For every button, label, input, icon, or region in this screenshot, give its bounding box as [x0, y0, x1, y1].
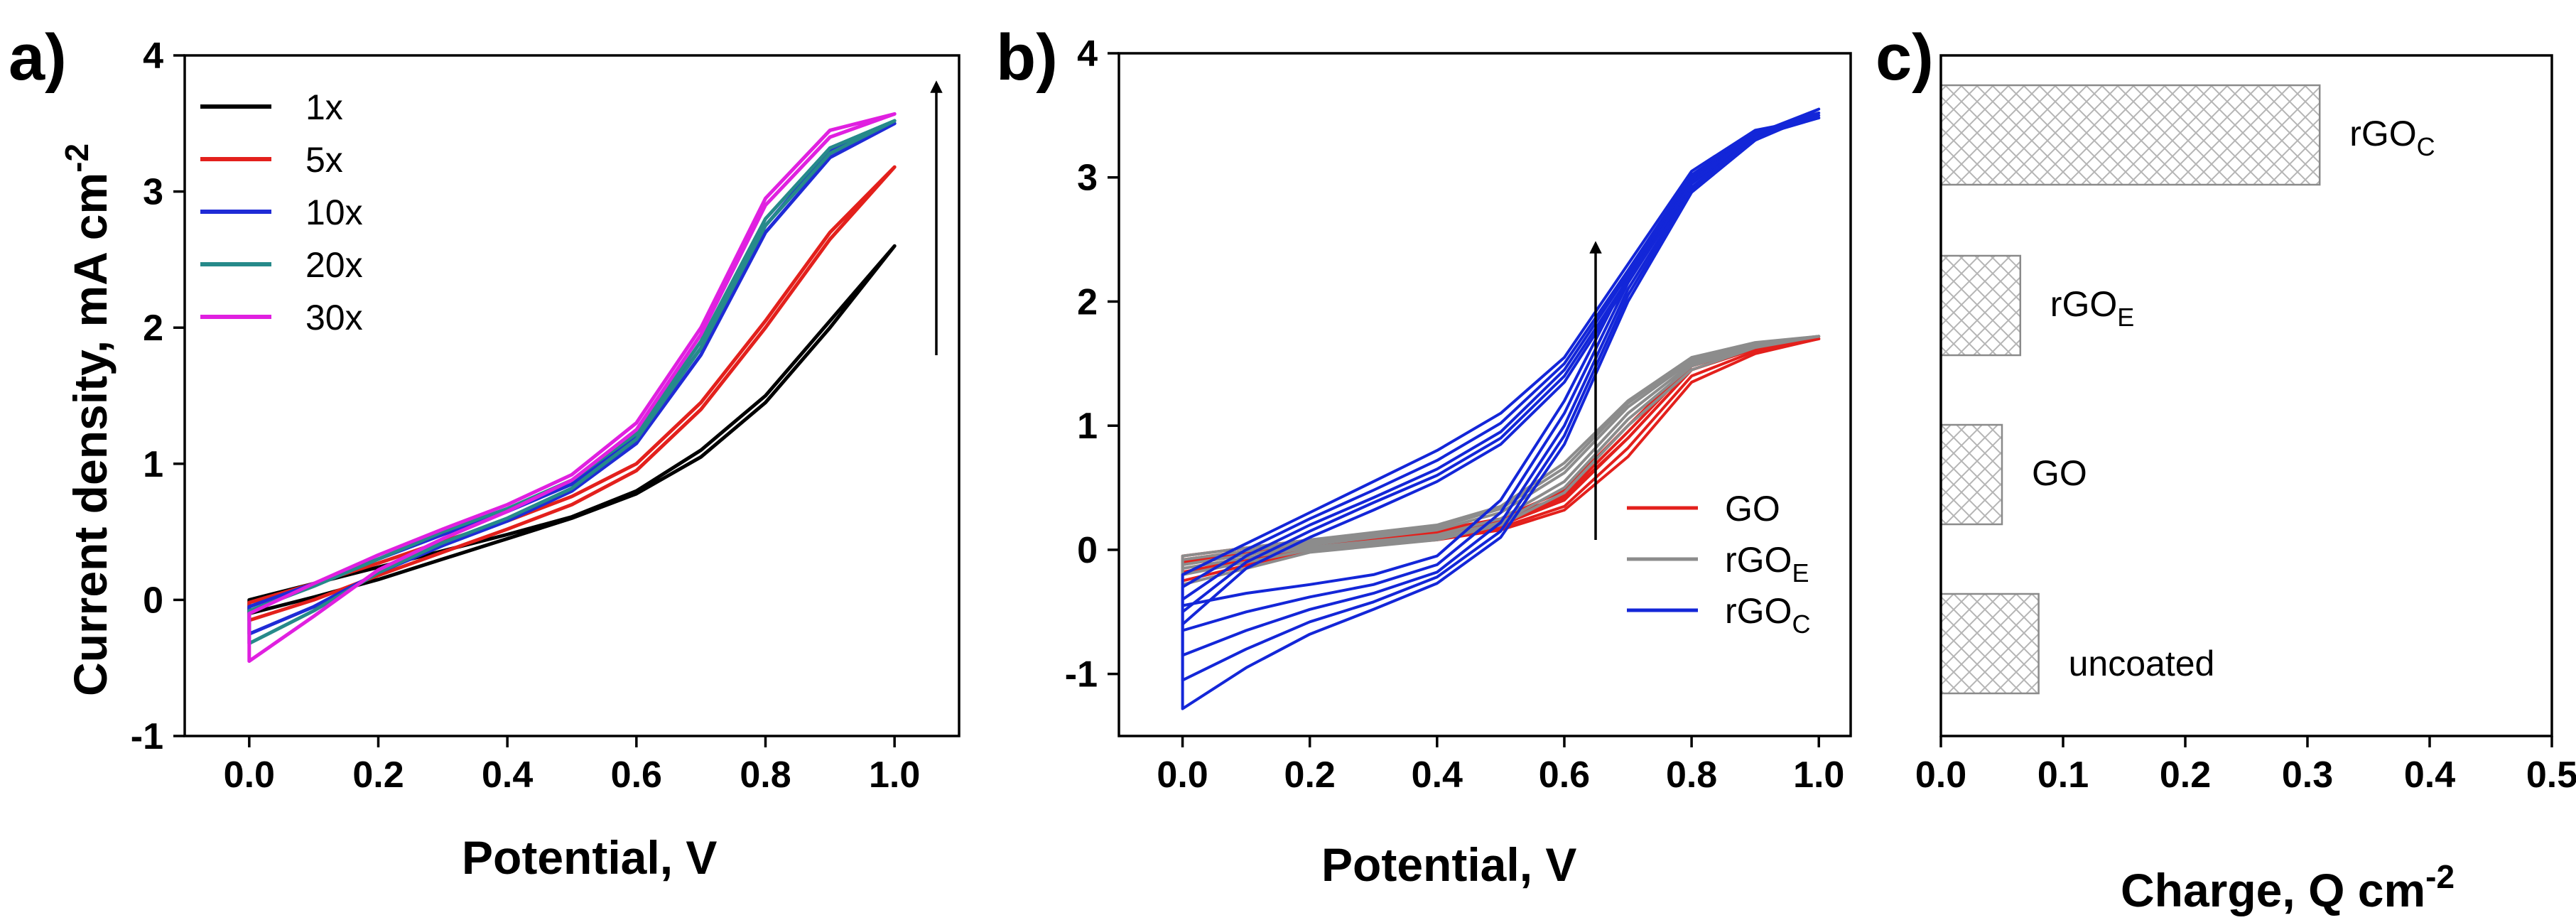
- panel-b-xtick-label: 0.2: [1284, 754, 1336, 796]
- panel-a-ytick-label: 1: [143, 444, 163, 485]
- panel-a-ylabel-sup: -2: [58, 144, 95, 173]
- panel-a-x-axis: 0.0 0.2 0.4 0.6 0.8 1.0: [224, 736, 920, 796]
- panel-a-ytick-label: 3: [143, 172, 163, 213]
- panel-b-xtick-label: 1.0: [1793, 754, 1844, 796]
- panel-b-xtick-label: 0.0: [1157, 754, 1208, 796]
- panel-c-xlabel-main: Charge, Q cm: [2121, 864, 2425, 916]
- panel-b-curves: [1181, 107, 1821, 710]
- panel-c-bars: rGOC rGOE GO uncoated: [1939, 84, 2435, 695]
- panel-a-frame: [183, 54, 960, 737]
- panel-c-xlabel: Charge, Q cm-2: [2121, 858, 2455, 916]
- panel-b-ytick-label: 2: [1077, 281, 1098, 323]
- panel-a-legend-label-5x: 5x: [305, 140, 343, 180]
- panel-a-series-20x: [247, 119, 897, 646]
- panel-c-xtick-label: 0.4: [2404, 754, 2455, 796]
- panel-a-xtick-label: 0.0: [224, 754, 275, 796]
- panel-a-series-5x: [247, 165, 897, 622]
- panel-b-rGOC-cycle-4: [1181, 111, 1821, 682]
- panel-b-legend-label-rGOE: rGOE: [1725, 540, 1809, 588]
- panel-c-x-axis: 0.0 0.1 0.2 0.3 0.4 0.5: [1915, 736, 2576, 796]
- panel-c-xtick-label: 0.0: [1915, 754, 1966, 796]
- panel-a-xtick-label: 1.0: [869, 754, 920, 796]
- panel-c-bar-label-rGOC: rGOC: [2349, 114, 2435, 161]
- panel-c-frame: [1939, 54, 2553, 737]
- panel-a: a) -1 0 1 2 3 4 0.0 0.2 0.4 0.6 0.8 1.0 1x 5x 10x 20x…: [9, 21, 960, 884]
- panel-c-xtick-label: 0.2: [2160, 754, 2211, 796]
- panel-b-ytick-label: 0: [1077, 530, 1098, 571]
- panel-c-bar-label-uncoated: uncoated: [2069, 644, 2215, 683]
- panel-a-label: a): [9, 21, 67, 94]
- panel-a-xtick-label: 0.8: [740, 754, 791, 796]
- panel-b-frame: [1117, 52, 1852, 737]
- panel-a-ytick-label: 0: [143, 580, 163, 621]
- panel-a-xlabel: Potential, V: [462, 831, 717, 884]
- panel-a-legend: 1x 5x 10x 20x 30x: [200, 87, 363, 337]
- panel-b-xtick-label: 0.8: [1666, 754, 1717, 796]
- panel-b-ytick-label: 4: [1077, 33, 1098, 75]
- panel-c: c) rGOC rGOE GO uncoated 0.0 0.1 0.2 0.3 0.4 0.5…: [1876, 21, 2576, 916]
- panel-a-ylabel-main: Current density, mA cm: [64, 173, 117, 696]
- panel-c-xtick-label: 0.3: [2282, 754, 2333, 796]
- panel-a-legend-label-1x: 1x: [305, 87, 343, 127]
- panel-a-curves: [247, 112, 897, 664]
- panel-a-legend-label-20x: 20x: [305, 245, 363, 285]
- panel-a-xtick-label: 0.2: [352, 754, 404, 796]
- panel-c-xtick-label: 0.1: [2037, 754, 2089, 796]
- panel-a-ylabel: Current density, mA cm-2: [58, 144, 117, 696]
- panel-b-rGOC-cycle-5: [1181, 107, 1821, 710]
- panel-c-label: c): [1876, 21, 1934, 94]
- panel-a-xtick-label: 0.6: [611, 754, 662, 796]
- panel-a-xtick-label: 0.4: [482, 754, 533, 796]
- panel-a-legend-label-30x: 30x: [305, 298, 363, 337]
- panel-b-y-axis: -1 0 1 2 3 4: [1065, 33, 1119, 696]
- panel-b-rGOE-cycle-3: [1181, 335, 1821, 586]
- panel-a-series-30x: [247, 112, 897, 664]
- panel-b-ytick-label: 1: [1077, 406, 1098, 447]
- panel-b-ytick-label: -1: [1065, 654, 1098, 696]
- panel-b-legend-label-GO: GO: [1725, 489, 1780, 529]
- panel-a-y-axis: -1 0 1 2 3 4: [131, 36, 185, 757]
- panel-c-xlabel-sup: -2: [2425, 858, 2455, 895]
- panel-a-ytick-label: 2: [143, 308, 163, 349]
- panel-c-xtick-label: 0.5: [2526, 754, 2576, 796]
- panel-a-ytick-label: -1: [131, 716, 163, 757]
- panel-a-legend-label-10x: 10x: [305, 193, 363, 232]
- panel-b-ytick-label: 3: [1077, 158, 1098, 199]
- panel-c-bar-GO: [1939, 423, 2003, 526]
- panel-c-bar-label-rGOE: rGOE: [2050, 284, 2134, 332]
- panel-b-legend-label-rGOC: rGOC: [1725, 591, 1810, 639]
- panel-b-xlabel: Potential, V: [1321, 838, 1576, 891]
- panel-b-label: b): [996, 21, 1058, 94]
- panel-b-xtick-label: 0.4: [1412, 754, 1463, 796]
- panel-c-bar-rGOE: [1939, 254, 2022, 357]
- panel-b-rGOC-cycle-3: [1181, 114, 1821, 657]
- panel-b: b) -1 0 1 2 3 4 0.0 0.2 0.4 0.6 0.8 1.0 GO rGOErGOC…: [996, 21, 1852, 891]
- panel-b-x-axis: 0.0 0.2 0.4 0.6 0.8 1.0: [1157, 736, 1844, 796]
- panel-c-bar-uncoated: [1939, 592, 2040, 695]
- panel-c-bar-rGOC: [1939, 84, 2321, 186]
- panel-c-bar-label-GO: GO: [2032, 453, 2087, 493]
- panel-b-xtick-label: 0.6: [1539, 754, 1590, 796]
- panel-a-ytick-label: 4: [143, 36, 163, 77]
